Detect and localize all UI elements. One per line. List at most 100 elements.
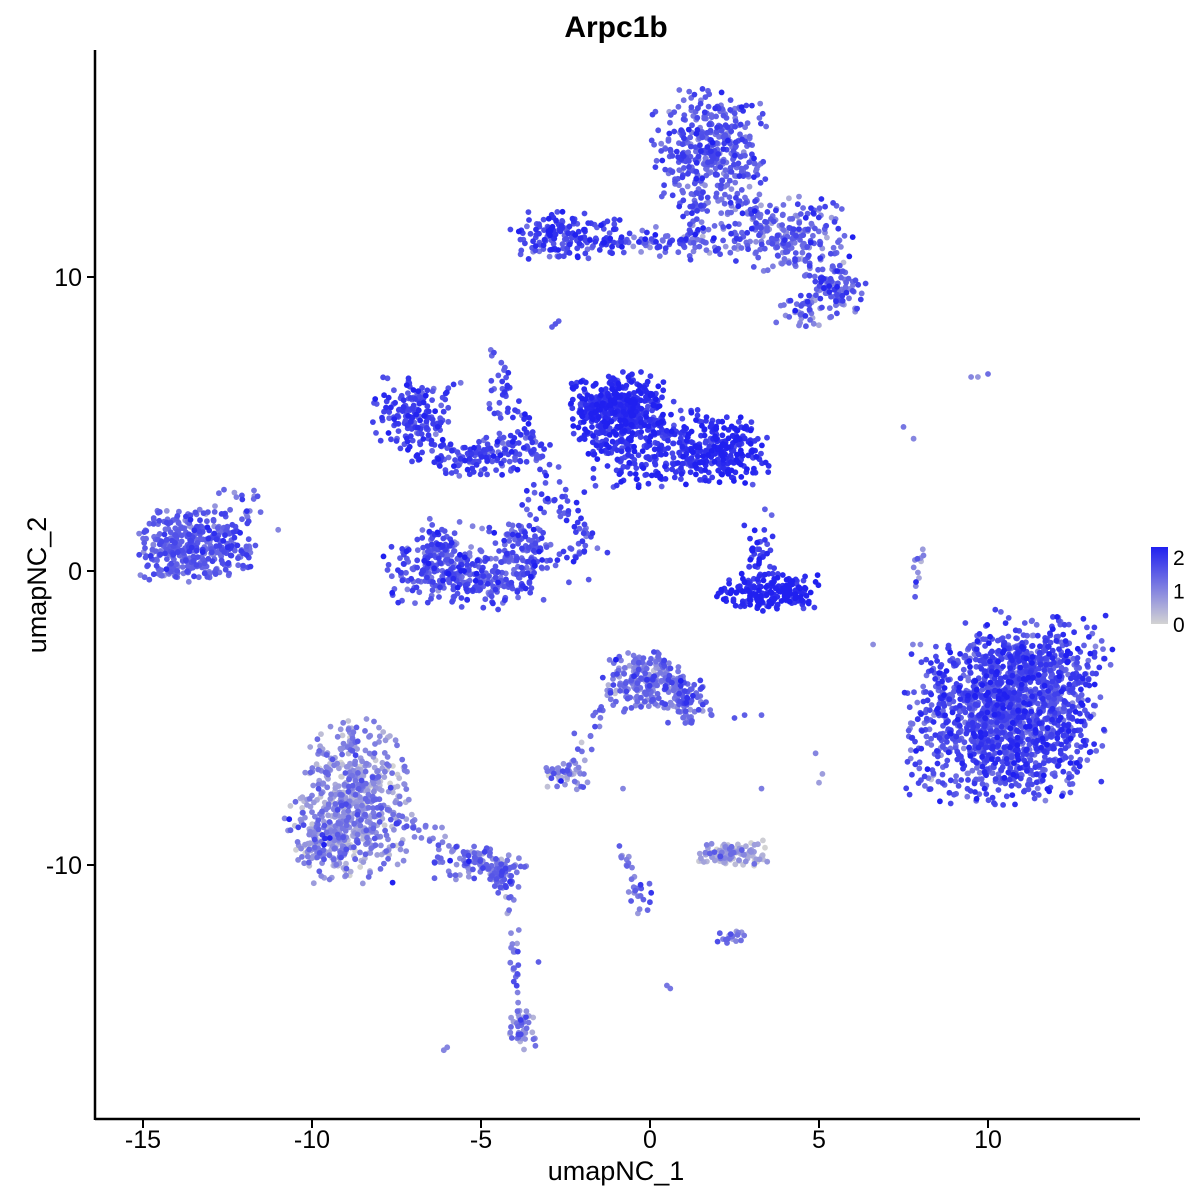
cell-point <box>976 769 983 776</box>
cell-point <box>275 526 282 533</box>
cell-point <box>502 364 508 371</box>
cell-point <box>573 786 580 793</box>
cell-point <box>727 249 734 256</box>
cell-point <box>758 785 765 792</box>
cell-point <box>1084 757 1091 763</box>
cell-point <box>337 726 344 733</box>
cell-point <box>757 179 764 186</box>
cell-point <box>306 831 313 838</box>
cell-point <box>415 827 422 834</box>
cell-point <box>669 192 676 199</box>
cell-point <box>332 811 339 818</box>
cell-point <box>244 520 251 527</box>
cell-point <box>254 493 261 500</box>
cell-point <box>448 470 455 476</box>
cell-point <box>800 205 806 211</box>
cell-point <box>476 438 482 445</box>
cell-point <box>584 779 591 786</box>
cell-point <box>411 834 418 840</box>
cell-point <box>711 849 718 855</box>
cell-point <box>345 726 352 733</box>
cell-point <box>292 798 299 805</box>
cell-point <box>522 1030 529 1036</box>
cell-point <box>372 842 379 849</box>
cell-point <box>714 938 721 945</box>
cell-point <box>415 578 422 584</box>
cell-point <box>326 876 333 883</box>
cell-point <box>222 566 229 573</box>
cell-point <box>713 190 720 197</box>
cell-point <box>731 245 738 251</box>
cell-point <box>336 765 342 772</box>
cell-point <box>227 506 234 513</box>
cell-point <box>340 740 347 747</box>
cell-point <box>693 190 700 196</box>
cell-point <box>508 930 514 936</box>
cell-point <box>540 596 547 603</box>
cell-point <box>179 564 186 570</box>
cell-point <box>653 224 659 230</box>
cell-point <box>414 536 421 543</box>
cell-point <box>653 157 660 164</box>
cell-point <box>216 490 222 497</box>
cell-point <box>429 522 436 528</box>
cell-point <box>388 573 395 580</box>
cell-point <box>575 764 582 771</box>
cell-point <box>1031 795 1038 802</box>
cell-point <box>357 822 364 829</box>
cell-point <box>968 374 974 380</box>
cell-point <box>1067 781 1073 788</box>
cell-point <box>687 230 694 236</box>
cell-point <box>670 398 677 405</box>
cell-point <box>326 819 333 825</box>
cell-point <box>550 240 557 247</box>
cell-point <box>371 835 378 842</box>
cell-point <box>746 159 753 166</box>
cell-point <box>298 845 304 852</box>
cell-point <box>827 250 834 257</box>
cell-point <box>686 163 692 170</box>
cell-point <box>405 796 412 803</box>
cell-point <box>448 558 455 565</box>
cell-point <box>418 835 425 841</box>
cell-point <box>508 873 515 879</box>
cell-point <box>380 729 387 735</box>
cell-point <box>921 773 928 780</box>
cell-point <box>327 796 334 802</box>
cell-point <box>358 777 365 784</box>
cell-point <box>434 854 441 860</box>
cell-point <box>816 322 822 329</box>
cell-point <box>773 319 780 326</box>
cell-point <box>699 684 705 691</box>
cell-point <box>965 677 972 684</box>
cell-point <box>911 689 917 696</box>
cell-point <box>738 187 745 193</box>
cell-point <box>343 846 350 853</box>
cell-point <box>527 230 534 237</box>
cell-point <box>522 240 528 247</box>
cell-point <box>404 586 411 593</box>
cell-point <box>449 847 456 854</box>
cell-point <box>1052 773 1058 779</box>
cell-point <box>429 388 436 395</box>
cell-point <box>396 793 403 800</box>
cell-point <box>299 854 305 860</box>
cell-point <box>383 848 390 854</box>
cell-point <box>658 483 665 490</box>
cell-point <box>355 770 361 776</box>
cell-point <box>915 569 921 576</box>
cell-point <box>810 232 816 239</box>
cell-point <box>339 761 346 768</box>
cell-point <box>471 875 478 882</box>
cell-point <box>581 757 588 764</box>
cell-point <box>513 982 520 989</box>
cell-point <box>905 727 912 734</box>
cell-point <box>680 714 686 721</box>
cell-point <box>216 542 223 549</box>
cell-point <box>1100 646 1106 652</box>
cell-point <box>513 571 520 577</box>
cell-point <box>387 784 394 791</box>
cell-point <box>506 458 513 465</box>
cell-point <box>760 837 766 844</box>
cell-point <box>299 794 306 801</box>
